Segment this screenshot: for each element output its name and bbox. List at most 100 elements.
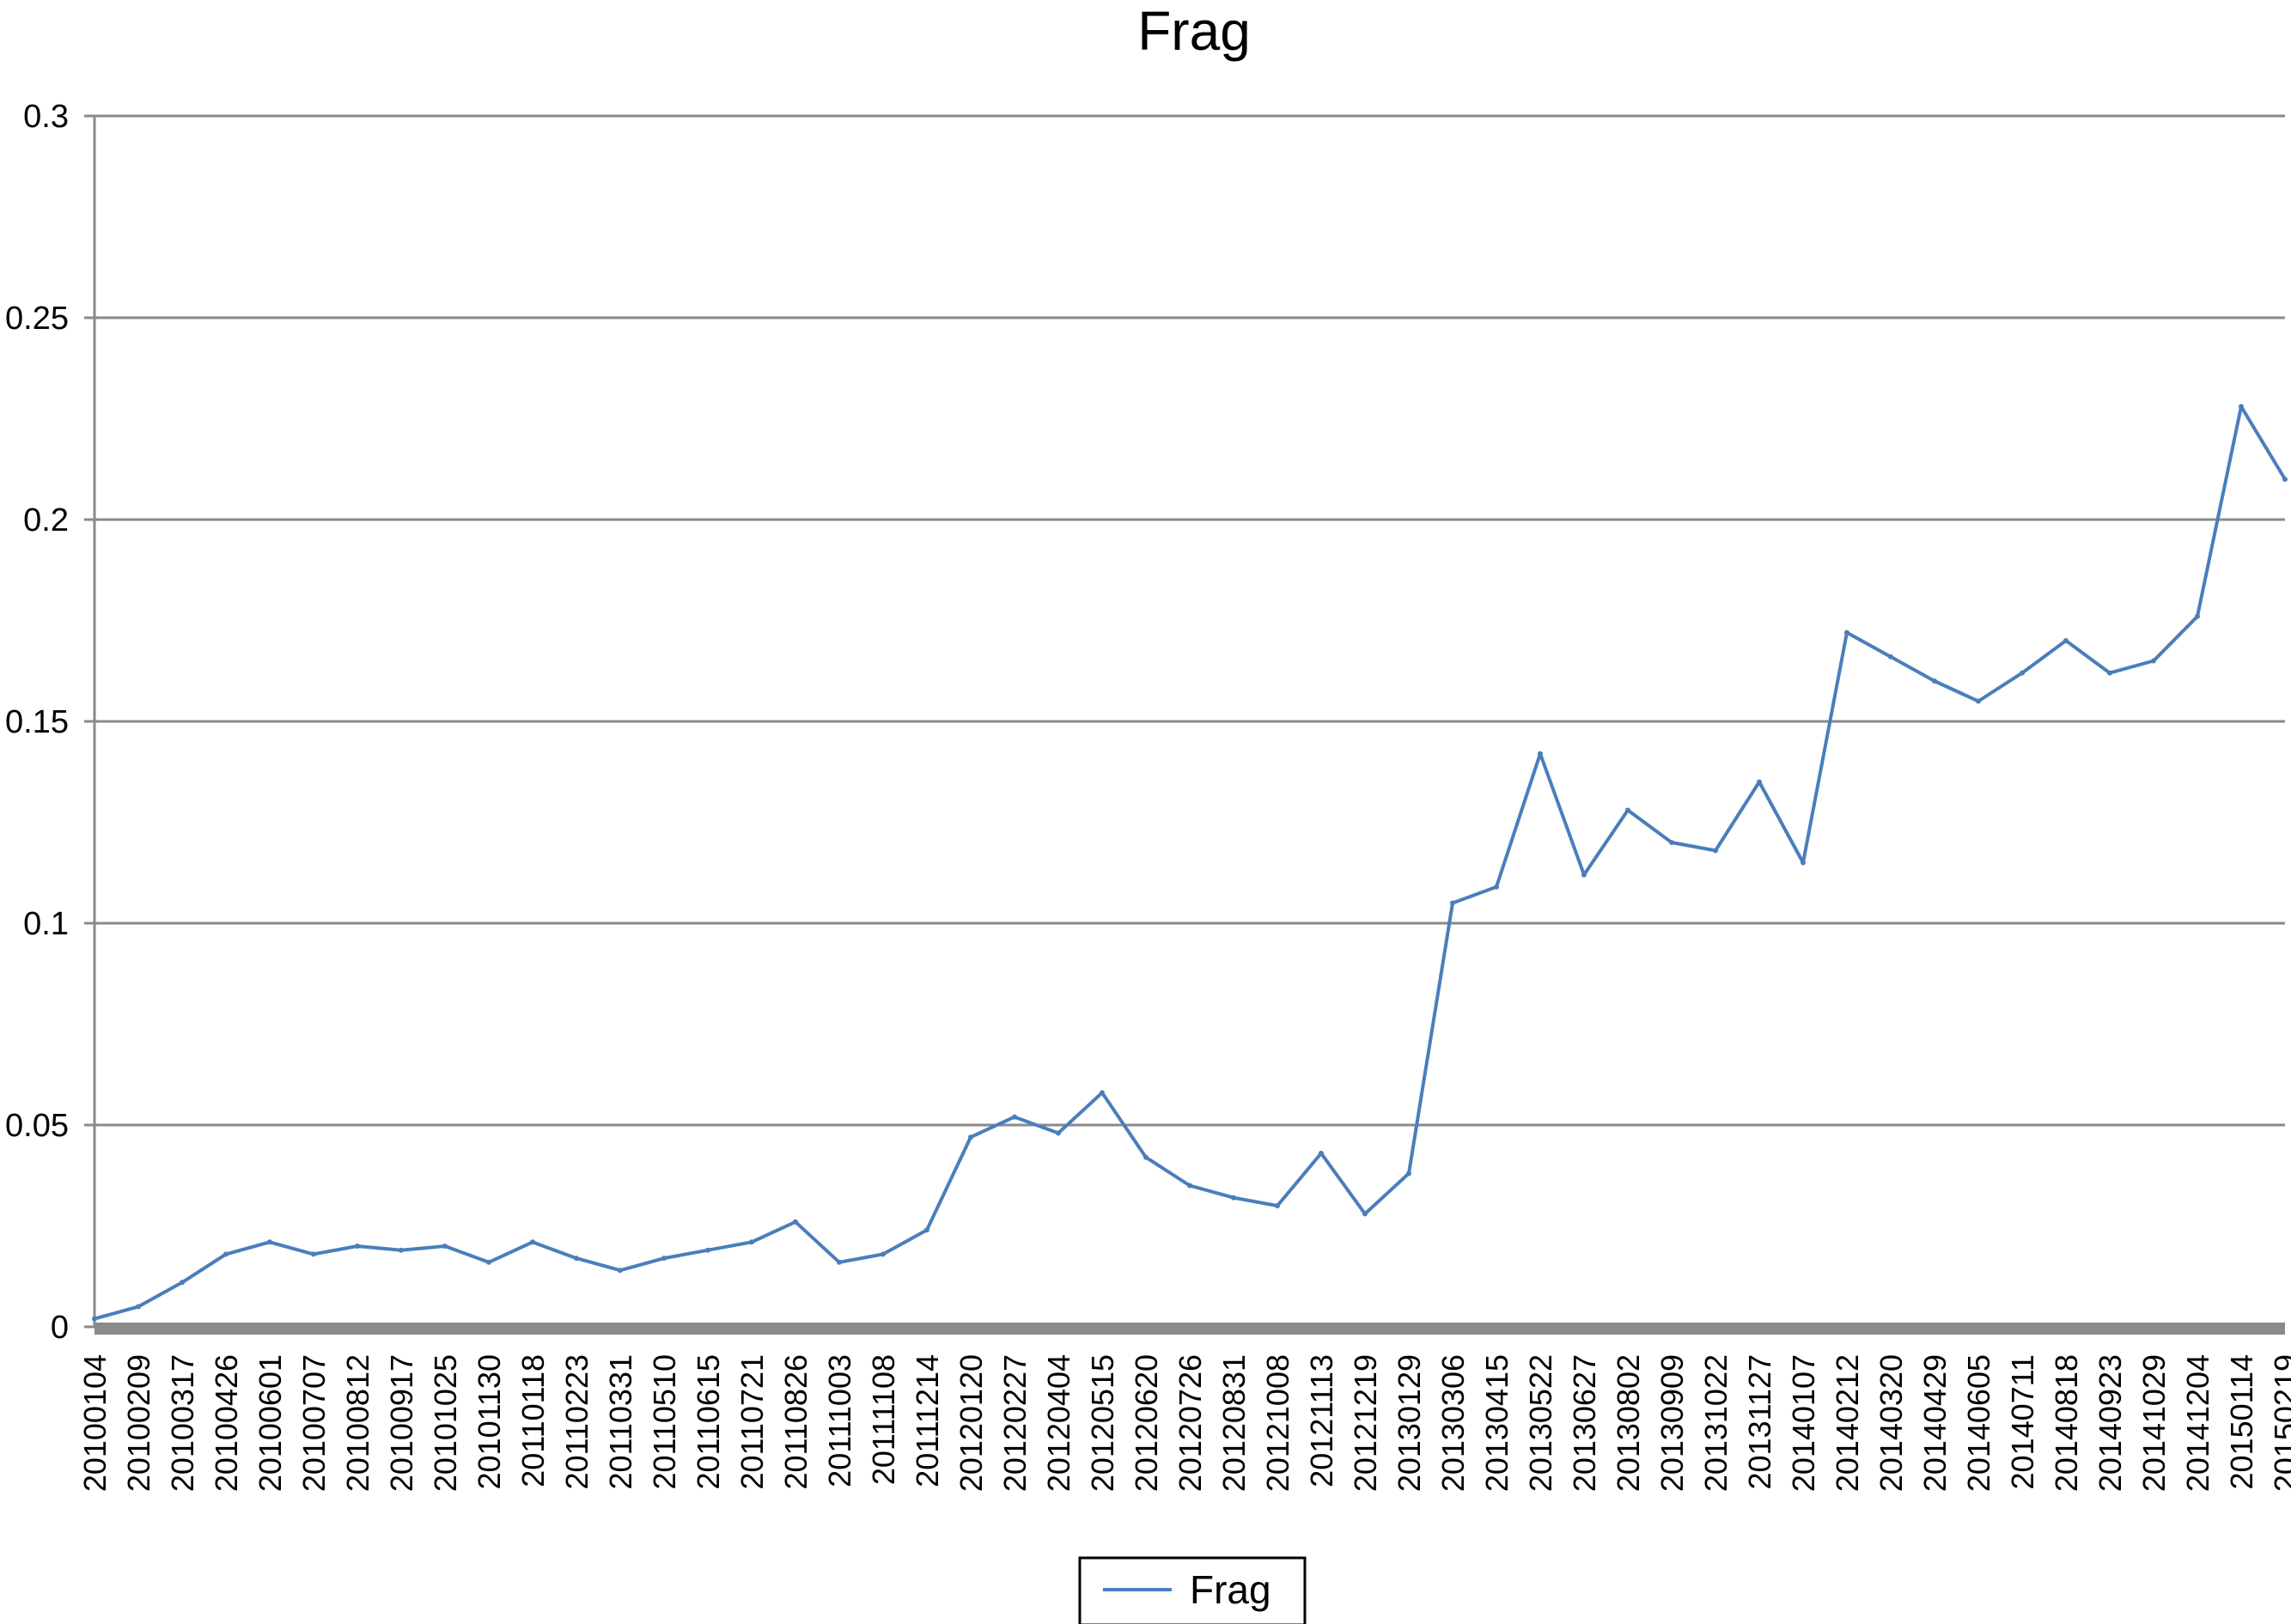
x-tick-label: 20110118 (515, 1354, 551, 1487)
x-tick-label: 20140107 (1786, 1354, 1821, 1492)
y-tick-labels: 0 0.05 0.1 0.15 0.2 0.25 0.3 (5, 99, 69, 1346)
x-tick-label: 20140212 (1830, 1354, 1865, 1492)
data-point (1319, 1150, 1324, 1156)
y-tick-label: 0.1 (23, 906, 69, 942)
x-tick-label: 20130415 (1479, 1354, 1514, 1492)
x-tick-label: 20130129 (1392, 1354, 1427, 1492)
x-tick-label: 20111108 (866, 1354, 901, 1485)
x-tick-label: 20140711 (2005, 1354, 2040, 1490)
data-point (1362, 1211, 1368, 1217)
x-tick-label: 20131022 (1698, 1354, 1733, 1492)
data-point (2063, 638, 2069, 643)
data-point (924, 1227, 929, 1233)
x-tick-label: 20110615 (691, 1354, 726, 1490)
x-tick-labels: 20100104 20100209 20100317 20100426 20100601… (77, 1354, 2291, 1492)
data-point (749, 1239, 754, 1245)
x-tick-label: 20100812 (340, 1354, 375, 1492)
data-point (1538, 751, 1543, 757)
data-point (2282, 477, 2288, 482)
x-tick-label: 20100601 (253, 1354, 288, 1492)
x-tick-label: 20140429 (1917, 1354, 1953, 1492)
data-point (1450, 900, 1455, 906)
data-point (880, 1251, 886, 1257)
x-tick-label: 20141029 (2136, 1354, 2172, 1492)
x-tick-label: 20121008 (1260, 1354, 1295, 1492)
data-point (1406, 1171, 1411, 1177)
data-point (92, 1316, 97, 1322)
data-point (1932, 678, 1937, 684)
data-point (355, 1244, 360, 1249)
x-tick-label: 20100209 (121, 1354, 156, 1492)
data-point (399, 1247, 404, 1253)
data-point (2195, 613, 2200, 619)
x-tick-label: 20120404 (1041, 1354, 1076, 1492)
data-point (223, 1251, 228, 1257)
y-tick-label: 0.25 (5, 301, 69, 337)
x-tick-label: 20140923 (2093, 1354, 2128, 1492)
data-point (2107, 670, 2112, 676)
data-point (1143, 1154, 1149, 1160)
y-tick-label: 0 (51, 1310, 69, 1346)
x-tick-label: 20120831 (1216, 1354, 1252, 1492)
x-tick-label: 20120620 (1129, 1354, 1164, 1492)
data-point (442, 1244, 448, 1249)
x-tick-label: 20111214 (910, 1354, 945, 1487)
x-tick-label: 20120120 (954, 1354, 989, 1492)
y-tick-label: 0.15 (5, 704, 69, 740)
data-point (1494, 884, 1499, 890)
data-point (793, 1219, 798, 1225)
legend-label: Frag (1190, 1567, 1271, 1612)
data-point (1888, 654, 1893, 660)
data-point (1844, 630, 1849, 636)
data-point (1801, 860, 1806, 866)
data-point (530, 1239, 535, 1245)
data-point (1187, 1183, 1192, 1189)
data-point (486, 1259, 491, 1265)
data-point (1757, 779, 1762, 785)
x-tick-label: 20110826 (778, 1354, 813, 1490)
data-point (705, 1247, 710, 1253)
x-tick-label: 20140605 (1961, 1354, 1996, 1492)
x-tick-label: 20110223 (559, 1354, 594, 1490)
x-tick-label: 20150114 (2224, 1354, 2259, 1490)
x-tick-label: 20130909 (1654, 1354, 1690, 1492)
data-point (2239, 404, 2244, 410)
x-tick-label: 20141204 (2180, 1354, 2215, 1492)
data-point (136, 1304, 141, 1310)
data-point (837, 1259, 842, 1265)
data-point (267, 1239, 272, 1245)
data-point (311, 1251, 316, 1257)
x-tick-label: 20120515 (1085, 1354, 1120, 1492)
data-point (1669, 840, 1674, 845)
x-tick-label: 20140818 (2049, 1354, 2084, 1492)
gridlines (84, 114, 2285, 1329)
data-point (1012, 1114, 1017, 1120)
x-tick-label: 20100317 (165, 1354, 200, 1492)
x-axis (94, 1323, 2285, 1335)
x-tick-label: 20110331 (603, 1354, 638, 1490)
data-point (1231, 1195, 1236, 1201)
data-point (180, 1280, 185, 1286)
legend: Frag (1078, 1556, 1307, 1624)
x-tick-label: 20130627 (1567, 1354, 1602, 1492)
data-point (968, 1134, 973, 1140)
data-point (618, 1268, 623, 1274)
x-tick-label: 20120726 (1173, 1354, 1208, 1492)
x-tick-label: 20130802 (1611, 1354, 1646, 1492)
x-tick-label: 20130306 (1435, 1354, 1471, 1492)
y-tick-label: 0.3 (23, 99, 69, 135)
y-tick-label: 0.05 (5, 1108, 69, 1144)
x-tick-label: 20100707 (296, 1354, 332, 1492)
x-tick-label: 20100104 (77, 1354, 113, 1492)
data-point (1713, 848, 1718, 854)
x-tick-label: 20150219 (2268, 1354, 2291, 1492)
data-point (574, 1256, 579, 1262)
x-tick-label: 20101130 (472, 1354, 507, 1490)
x-tick-label: 20100917 (384, 1354, 419, 1492)
x-tick-label: 20131127 (1742, 1354, 1777, 1490)
x-tick-label: 20111003 (822, 1354, 857, 1487)
data-point (1275, 1203, 1280, 1208)
series (92, 404, 2288, 1322)
